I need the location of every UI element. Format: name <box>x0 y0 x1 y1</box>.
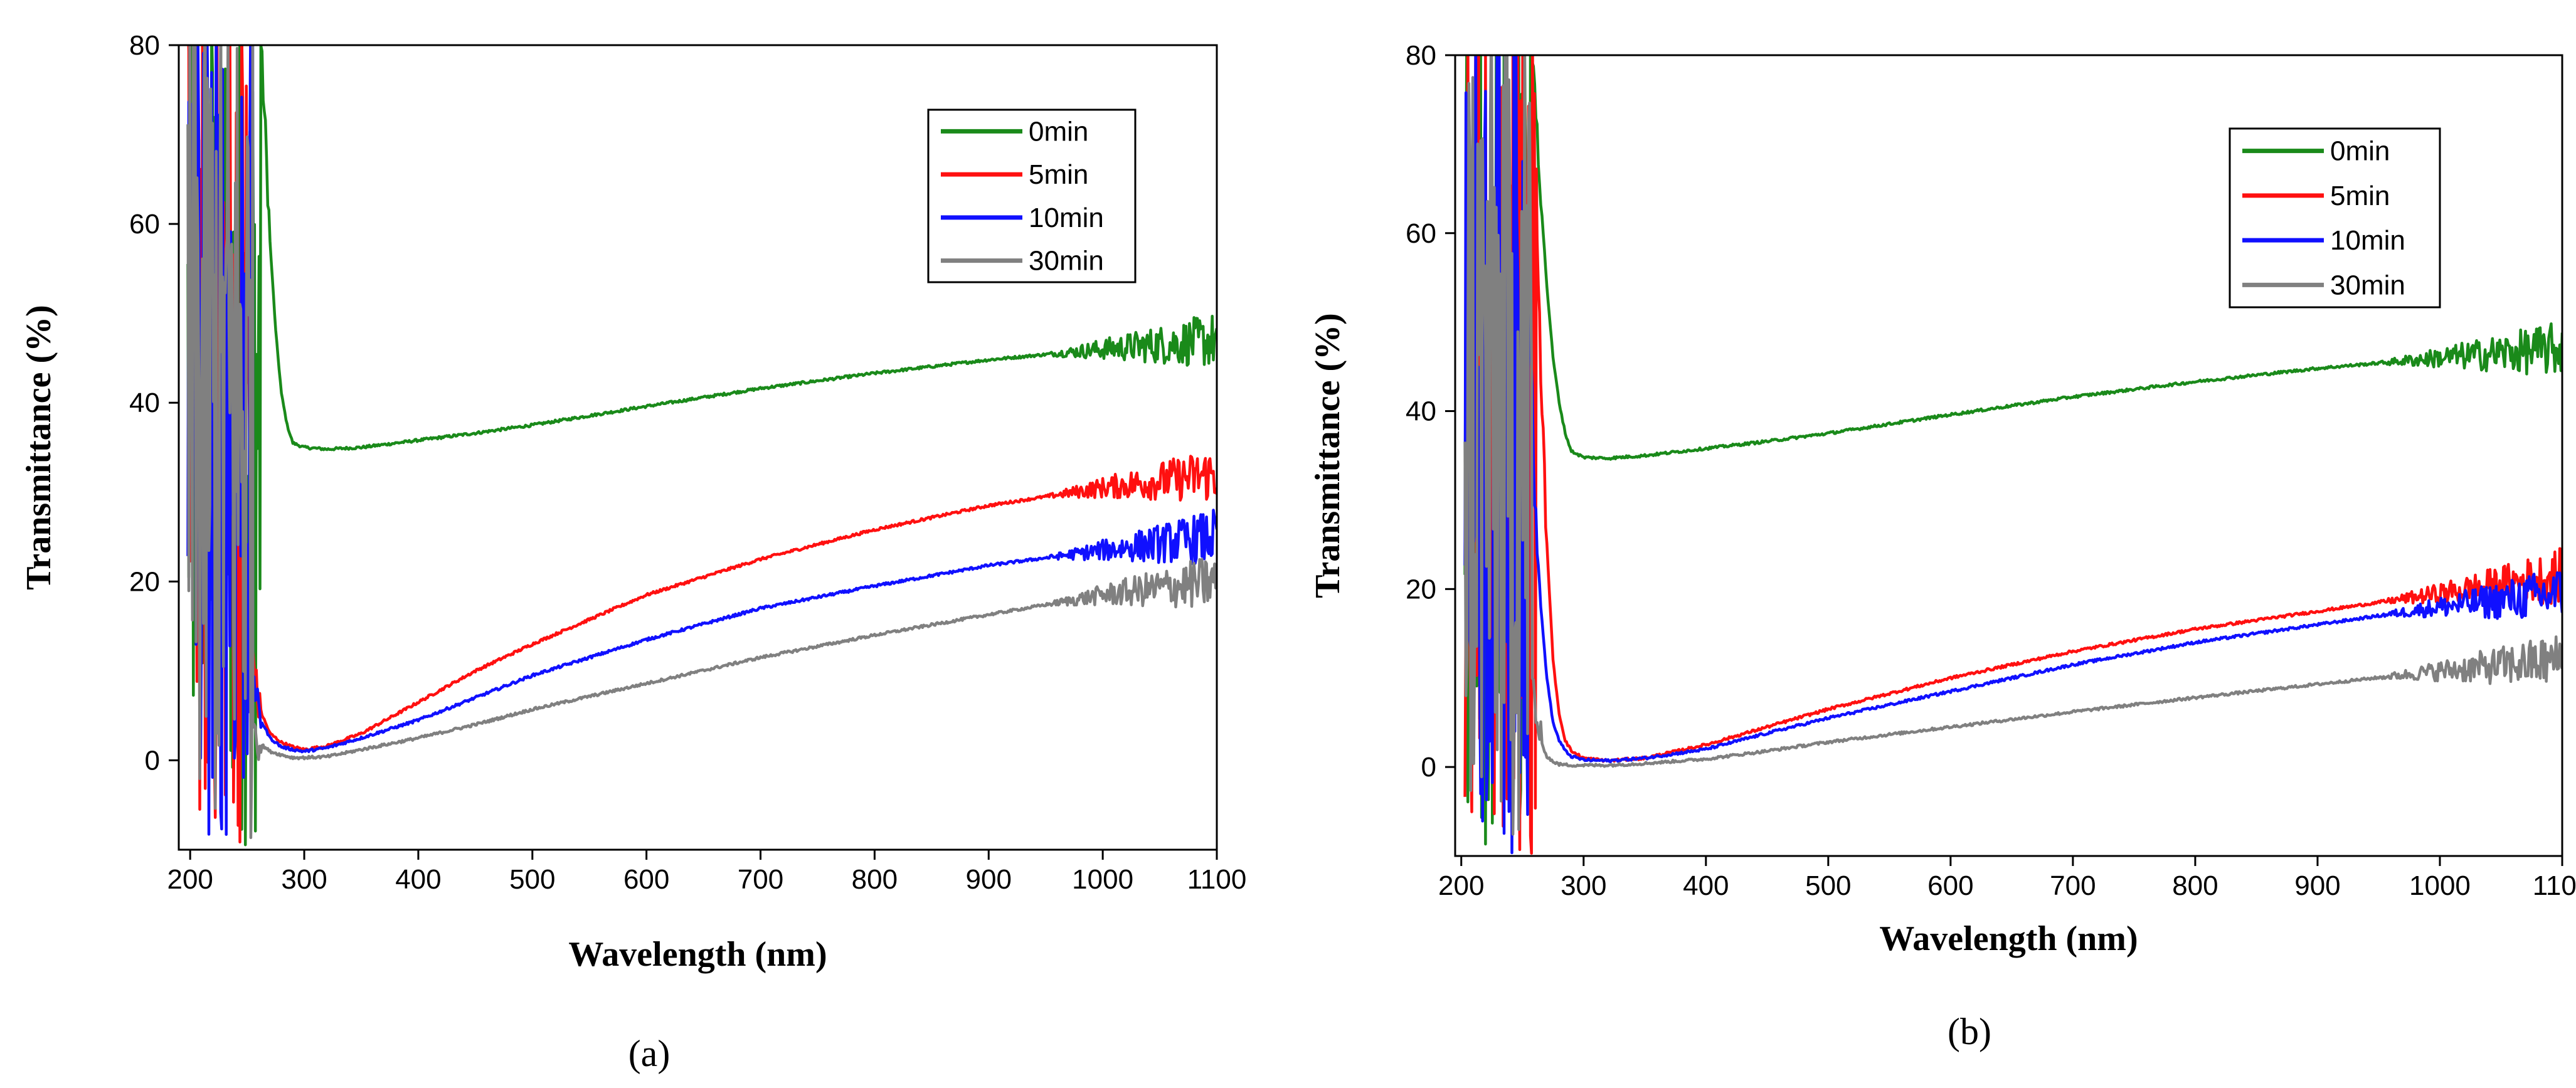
legend-label-0min: 0min <box>1029 116 1088 147</box>
x-tick-label: 300 <box>1561 870 1606 901</box>
y-axis-label: Transmittance (%) <box>19 305 58 590</box>
x-tick-label: 200 <box>1438 870 1484 901</box>
legend-label-0min: 0min <box>2330 136 2390 167</box>
x-tick-label: 600 <box>1927 870 1973 901</box>
y-tick-label: 40 <box>1406 396 1436 427</box>
y-tick-label: 60 <box>1406 218 1436 249</box>
x-tick-label: 800 <box>852 864 898 895</box>
series-line-0min <box>1463 55 2562 846</box>
x-tick-label: 1000 <box>1072 864 1133 895</box>
x-tick-label: 900 <box>2294 870 2340 901</box>
legend-label-30min: 30min <box>1029 246 1104 277</box>
x-tick-label: 500 <box>509 864 555 895</box>
x-tick-label: 600 <box>623 864 669 895</box>
series-line-10min <box>1463 55 2562 855</box>
y-tick-label: 20 <box>129 566 160 597</box>
x-tick-label: 1100 <box>1187 864 1247 895</box>
x-tick-label: 900 <box>966 864 1012 895</box>
legend-label-10min: 10min <box>1029 203 1104 233</box>
legend-box <box>2229 127 2441 309</box>
x-tick-label: 400 <box>1683 870 1729 901</box>
x-tick-label: 400 <box>395 864 441 895</box>
series-line-5min <box>187 45 1217 844</box>
x-axis-label: Wavelength (nm) <box>1879 919 2138 958</box>
chart-panel-b: 200 300 400 500 600 700 800 900 1000 1100 0 20 40 60 8… <box>1308 40 2576 1052</box>
x-tick-label: 1100 <box>2533 870 2576 901</box>
x-tick-label: 700 <box>738 864 783 895</box>
x-tick-label: 500 <box>1805 870 1851 901</box>
x-tick-label: 300 <box>281 864 327 895</box>
y-tick-label: 0 <box>1421 752 1436 783</box>
x-tick-label: 700 <box>2050 870 2096 901</box>
plot-area <box>186 45 1217 847</box>
y-tick-label: 80 <box>129 30 160 61</box>
legend-label-5min: 5min <box>1029 159 1088 190</box>
series-line-10min <box>186 45 1217 836</box>
x-axis-label: Wavelength (nm) <box>568 935 827 974</box>
y-tick-label: 40 <box>129 388 160 418</box>
y-tick-label: 20 <box>1406 574 1436 605</box>
series-line-30min <box>186 45 1217 840</box>
y-tick-label: 0 <box>145 745 160 776</box>
chart-panel-a: 200 300 400 500 600 700 800 900 1000 1100 0 20 40 60 8… <box>19 30 1247 1074</box>
x-tick-label: 200 <box>167 864 213 895</box>
x-tick-label: 800 <box>2172 870 2218 901</box>
legend-label-30min: 30min <box>2330 270 2405 300</box>
y-tick-label: 80 <box>1406 40 1436 71</box>
plot-frame <box>178 44 1218 851</box>
legend-box <box>927 108 1137 283</box>
plot-frame <box>1454 54 2563 857</box>
legend-label-5min: 5min <box>2330 181 2390 211</box>
plot-area <box>1463 55 2562 855</box>
series-line-30min <box>1463 55 2562 836</box>
y-axis-label: Transmittance (%) <box>1308 313 1347 598</box>
panel-label: (b) <box>1948 1011 1991 1052</box>
series-line-0min <box>186 45 1217 847</box>
panel-label: (a) <box>628 1033 671 1074</box>
legend-label-10min: 10min <box>2330 225 2405 256</box>
y-tick-label: 60 <box>129 209 160 240</box>
x-tick-label: 1000 <box>2409 870 2471 901</box>
